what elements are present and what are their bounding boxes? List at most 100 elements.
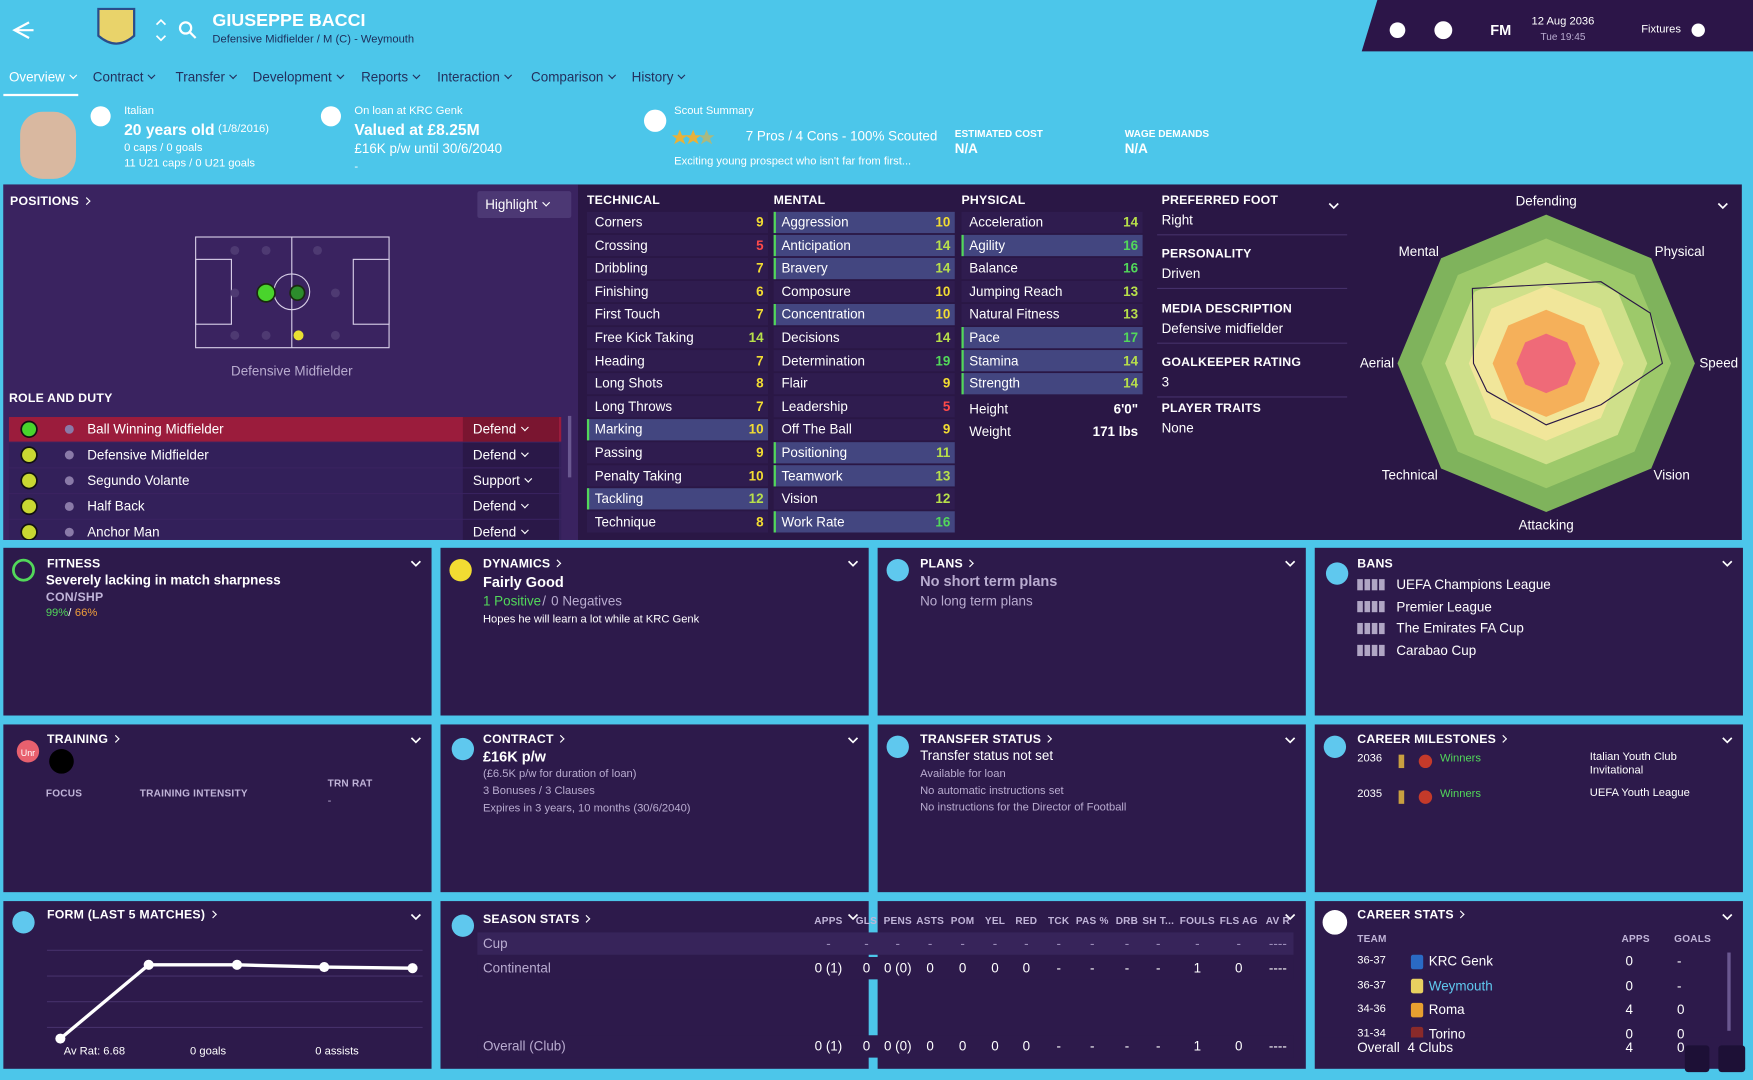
ban-pip	[1371, 601, 1378, 613]
career-team[interactable]: Torino	[1428, 1025, 1466, 1042]
role[interactable]: Anchor Man	[87, 524, 160, 540]
tab[interactable]: Contract	[93, 69, 155, 85]
form-goals: 0 goals	[190, 1045, 227, 1058]
tab[interactable]: Transfer	[176, 69, 237, 85]
attribute-value: 16	[1123, 237, 1139, 254]
tab[interactable]: History	[632, 69, 685, 85]
pitch-slots	[230, 245, 340, 340]
training-dot	[49, 749, 74, 774]
position-accomplished	[289, 284, 306, 302]
competition: Premier League	[1396, 598, 1492, 615]
tab[interactable]: Overview	[9, 69, 76, 85]
stat-cell: 0	[1234, 960, 1243, 976]
form-point	[319, 962, 330, 973]
attribute-row	[773, 511, 955, 533]
key-marker	[773, 211, 776, 234]
column-header: ASTS	[916, 915, 945, 927]
career-goals: -	[1676, 953, 1682, 970]
panel-title[interactable]: SEASON STATS	[483, 913, 590, 928]
panel-title[interactable]: FORM (LAST 5 MATCHES)	[47, 908, 215, 923]
training-rating: -	[327, 794, 332, 808]
attribute-value: 19	[935, 352, 951, 369]
negatives: 0 Negatives	[551, 593, 623, 610]
ban-pip	[1364, 622, 1371, 635]
note: -	[354, 160, 359, 174]
panel-title[interactable]: DYNAMICS	[483, 557, 560, 572]
duty[interactable]: Defend	[473, 421, 527, 437]
tab[interactable]: Development	[253, 69, 343, 85]
panel-title[interactable]: CAREER STATS	[1357, 908, 1464, 923]
competition: Carabao Cup	[1396, 642, 1477, 659]
stat-cell: -	[1056, 960, 1061, 976]
duty[interactable]: Defend	[473, 447, 527, 463]
duty[interactable]: Defend	[473, 524, 527, 540]
scout-icon	[643, 109, 667, 132]
attribute-value: 9	[756, 214, 764, 231]
stats-row	[477, 1035, 1294, 1058]
career-team[interactable]: Weymouth	[1428, 977, 1493, 994]
panel-title[interactable]: PLANS	[920, 557, 973, 572]
info-icon	[64, 424, 74, 434]
info-icon	[64, 527, 74, 537]
training-label: TRN RAT	[327, 777, 373, 789]
career-team[interactable]: KRC Genk	[1428, 953, 1493, 970]
role[interactable]: Ball Winning Midfielder	[87, 421, 224, 437]
ban-pip	[1371, 622, 1378, 635]
attribute-row	[586, 234, 769, 257]
panel	[3, 901, 432, 1069]
key-marker	[773, 303, 776, 326]
tab[interactable]: Reports	[361, 69, 419, 85]
dropdown-icon	[1285, 737, 1296, 744]
panel-title[interactable]: CAREER MILESTONES	[1357, 733, 1506, 748]
panel-title[interactable]: TRANSFER STATUS	[920, 733, 1051, 748]
row-label: Overall (Club)	[482, 1038, 566, 1055]
trophy-icon	[1398, 790, 1405, 804]
panel-title[interactable]: CONTRACT	[483, 733, 564, 748]
duty[interactable]: Defend	[473, 498, 527, 514]
cost-label: ESTIMATED COST	[954, 128, 1043, 140]
career-apps: 4	[1625, 1039, 1634, 1056]
attribute-row	[586, 488, 769, 510]
panel	[1314, 547, 1743, 716]
attribute-name: Pace	[969, 329, 1000, 346]
tab[interactable]: Comparison	[531, 69, 615, 85]
ban-pip	[1364, 644, 1371, 657]
condition: 99%	[45, 607, 69, 620]
attribute-name: Vision	[781, 490, 818, 507]
attribute-name: Bravery	[781, 260, 828, 277]
attribute-row	[586, 257, 769, 280]
ban-pip	[1379, 622, 1385, 635]
group-title: MENTAL	[773, 193, 826, 208]
attribute-value: 12	[748, 490, 764, 507]
career-team[interactable]: Roma	[1428, 1001, 1465, 1018]
nationality: Italian	[124, 105, 154, 118]
attribute-row	[961, 257, 1143, 280]
role[interactable]: Half Back	[87, 498, 145, 515]
attribute-row	[586, 373, 769, 395]
scrollbar	[567, 415, 572, 478]
fitness-ring	[12, 558, 35, 582]
panel-title[interactable]: POSITIONS	[10, 195, 89, 210]
stat-cell: 0	[862, 1038, 871, 1055]
milestone-result[interactable]: Winners	[1439, 752, 1481, 765]
milestone-result[interactable]: Winners	[1439, 788, 1481, 801]
tab[interactable]: Interaction	[437, 69, 511, 85]
dynamics-text: Hopes he will learn a lot while at KRC G…	[482, 613, 700, 627]
role[interactable]: Defensive Midfielder	[87, 446, 209, 463]
panel-title[interactable]: TRAINING	[47, 733, 118, 748]
ban-pip	[1357, 622, 1363, 635]
career-clip	[1319, 1037, 1722, 1067]
fixtures-link[interactable]: Fixtures	[1641, 23, 1681, 36]
transfer-line: Available for loan	[920, 768, 1006, 781]
duty[interactable]: Support	[473, 473, 531, 489]
detail-value: None	[1161, 420, 1194, 436]
highlight[interactable]: Highlight	[485, 197, 548, 213]
attribute-name: Off The Ball	[781, 421, 852, 438]
time: Tue 19:45	[1540, 30, 1586, 43]
search-icon	[178, 21, 193, 35]
role[interactable]: Segundo Volante	[87, 472, 190, 489]
radar-label: Mental	[1398, 243, 1439, 260]
panel-icon	[1323, 735, 1347, 758]
contract-wage: £16K p/w	[482, 748, 546, 765]
